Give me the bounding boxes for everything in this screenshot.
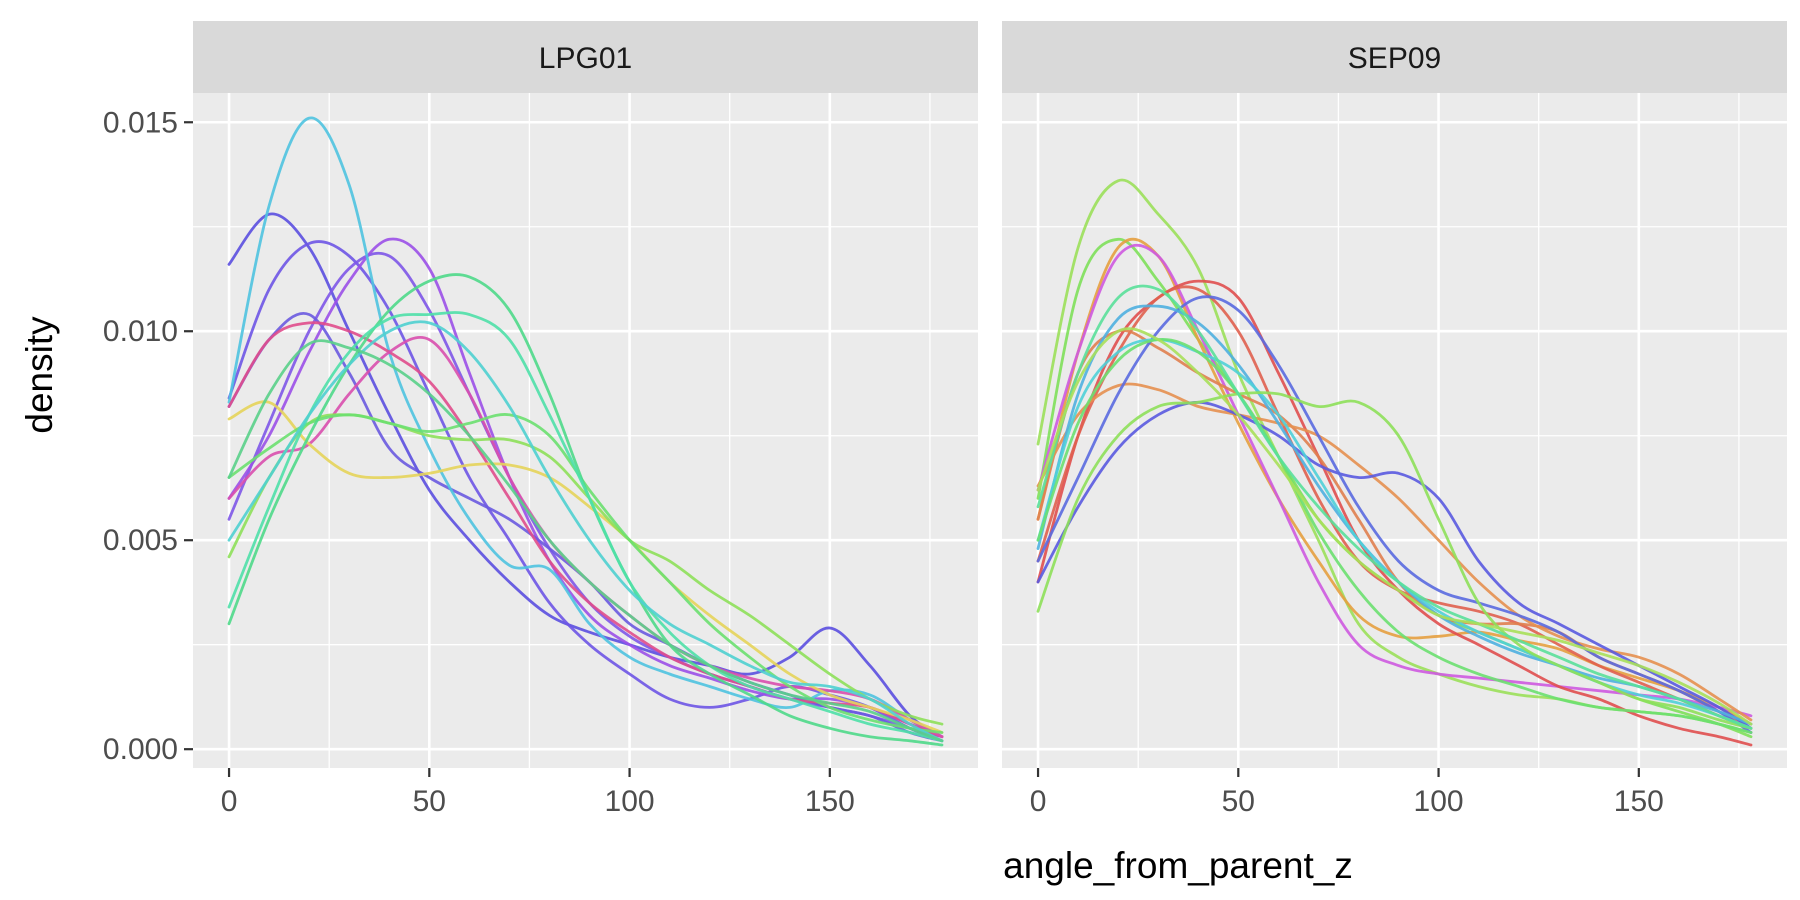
y-tick-label: 0.010: [103, 315, 178, 348]
x-tick-label: 150: [805, 785, 855, 818]
density-curve-14: [227, 339, 944, 743]
x-axis-title: angle_from_parent_z: [1003, 845, 1353, 886]
panel-background: [193, 93, 978, 768]
x-tick-label: 100: [605, 785, 655, 818]
density-curve-5: [1036, 285, 1753, 730]
facet-panel-1: SEP09 0 50 100 150: [1002, 21, 1787, 818]
density-curve-8: [227, 400, 944, 734]
y-tick-label: 0.005: [103, 524, 178, 557]
density-curve-12: [1036, 391, 1753, 730]
density-curve-13: [227, 320, 944, 743]
y-axis-title: density: [19, 316, 60, 434]
density-curve-9: [1036, 295, 1753, 734]
x-tick-label: 50: [413, 785, 446, 818]
density-curve-0: [227, 212, 944, 739]
y-tick-label: 0.015: [103, 106, 178, 139]
facet-strip-label: LPG01: [539, 42, 632, 75]
x-tick-label: 100: [1414, 785, 1464, 818]
density-curve-11: [227, 273, 944, 747]
facet-strip: [193, 21, 978, 93]
density-curve-5: [227, 116, 944, 739]
facet-strip-label: SEP09: [1348, 42, 1441, 75]
density-curve-2: [1036, 237, 1753, 726]
density-curve-12: [227, 311, 944, 743]
density-curves: [1036, 178, 1753, 747]
facet-strip: [1002, 21, 1787, 93]
facet-panels: LPG01 0 50 100 150 0.000 0.005 0.010 0.015 SEP09 0…: [103, 21, 1787, 818]
facet-panel-0: LPG01 0 50 100 150 0.000 0.005 0.010 0.015: [103, 21, 978, 818]
density-curve-3: [227, 237, 944, 739]
density-curve-10: [227, 413, 944, 734]
x-tick-label: 0: [221, 785, 238, 818]
density-curve-15: [1036, 327, 1753, 726]
x-tick-label: 150: [1614, 785, 1664, 818]
x-tick-label: 0: [1030, 785, 1047, 818]
y-tick-label: 0.000: [103, 733, 178, 766]
density-curve-14: [1036, 284, 1753, 730]
density-curves: [227, 116, 944, 747]
density-curve-7: [1036, 382, 1753, 722]
density-curve-13: [1036, 337, 1753, 734]
x-tick-label: 50: [1222, 785, 1255, 818]
density-curve-11: [1036, 338, 1753, 730]
